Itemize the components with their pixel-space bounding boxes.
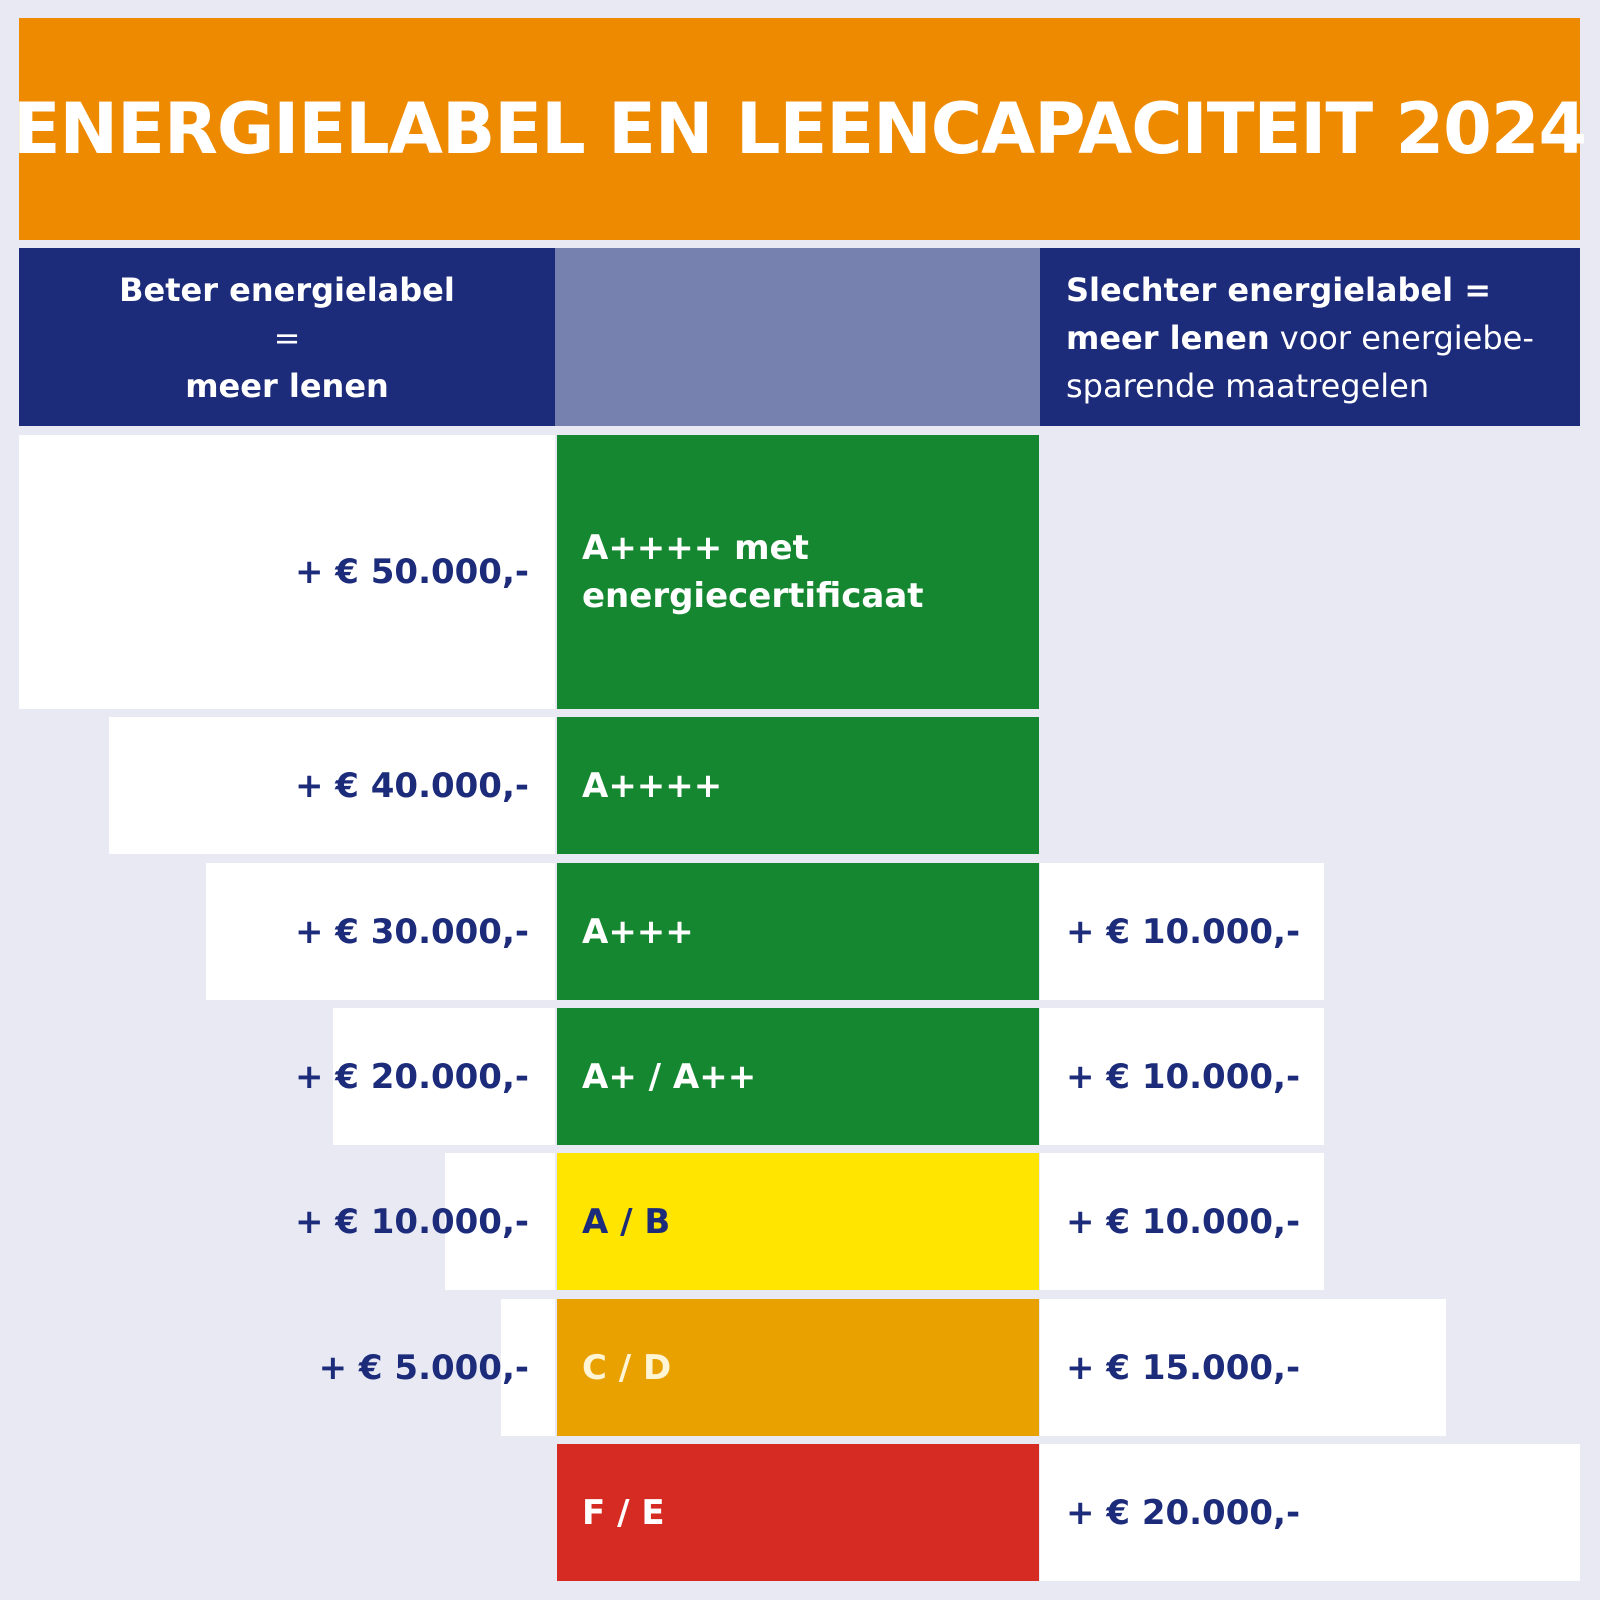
- header-worse-bold1: Slechter energielabel =: [1066, 271, 1492, 309]
- energy-label-text: A++++: [582, 765, 723, 806]
- right-amount-row-4: + € 10.000,-: [1066, 1201, 1301, 1242]
- right-box-row-2: [1040, 863, 1324, 1000]
- energy-label-row-5: C / D: [557, 1299, 1039, 1436]
- right-box-row-4: [1040, 1153, 1324, 1290]
- right-box-row-6: [1040, 1444, 1580, 1581]
- left-amount-row-2: + € 30.000,-: [294, 911, 529, 952]
- header-better-line2: =: [273, 319, 301, 357]
- left-amount-row-1: + € 40.000,-: [294, 765, 529, 806]
- left-amount-row-5: + € 5.000,-: [318, 1347, 529, 1388]
- left-amount-row-4: + € 10.000,-: [294, 1201, 529, 1242]
- energy-label-text: A+++: [582, 911, 694, 952]
- header-worse-bold2: meer lenen: [1066, 319, 1270, 357]
- energy-label-text: A++++ met energiecertificaat: [582, 528, 924, 616]
- header-worse-normal: voor energiebe-sparende maatregelen: [1066, 319, 1534, 405]
- energy-label-text: A+ / A++: [582, 1056, 757, 1097]
- header-worse-label: Slechter energielabel = meer lenen voor …: [1040, 248, 1580, 426]
- energy-label-text: C / D: [582, 1347, 672, 1388]
- left-box-row-5: [501, 1299, 555, 1436]
- left-box-row-1: [109, 717, 555, 854]
- left-box-row-3: [333, 1008, 555, 1145]
- right-amount-row-3: + € 10.000,-: [1066, 1056, 1301, 1097]
- energy-label-text: F / E: [582, 1492, 665, 1533]
- left-amount-row-3: + € 20.000,-: [294, 1056, 529, 1097]
- right-amount-row-2: + € 10.000,-: [1066, 911, 1301, 952]
- energy-label-row-4: A / B: [557, 1153, 1039, 1290]
- title-banner: ENERGIELABEL EN LEENCAPACITEIT 2024: [13, 18, 1587, 240]
- header-better-line3: meer lenen: [185, 367, 389, 405]
- energy-label-row-3: A+ / A++: [557, 1008, 1039, 1145]
- energy-label-row-2: A+++: [557, 863, 1039, 1000]
- energy-label-text: A / B: [582, 1201, 671, 1242]
- header-better-label: Beter energielabel = meer lenen: [19, 248, 555, 426]
- energy-label-row-6: F / E: [557, 1444, 1039, 1581]
- energy-label-row-0: A++++ met energiecertificaat: [557, 435, 1039, 709]
- energy-label-row-1: A++++: [557, 717, 1039, 854]
- left-amount-row-0: + € 50.000,-: [294, 552, 529, 592]
- left-box-row-4: [445, 1153, 555, 1290]
- header-label-column: [555, 248, 1040, 426]
- right-box-row-5: [1040, 1299, 1446, 1436]
- right-amount-row-5: + € 15.000,-: [1066, 1347, 1301, 1388]
- right-box-row-3: [1040, 1008, 1324, 1145]
- header-better-line1: Beter energielabel: [119, 271, 455, 309]
- left-box-row-2: [206, 863, 555, 1000]
- page-title: ENERGIELABEL EN LEENCAPACITEIT 2024: [12, 88, 1588, 170]
- right-amount-row-6: + € 20.000,-: [1066, 1492, 1301, 1533]
- left-box-row-0: [19, 435, 555, 709]
